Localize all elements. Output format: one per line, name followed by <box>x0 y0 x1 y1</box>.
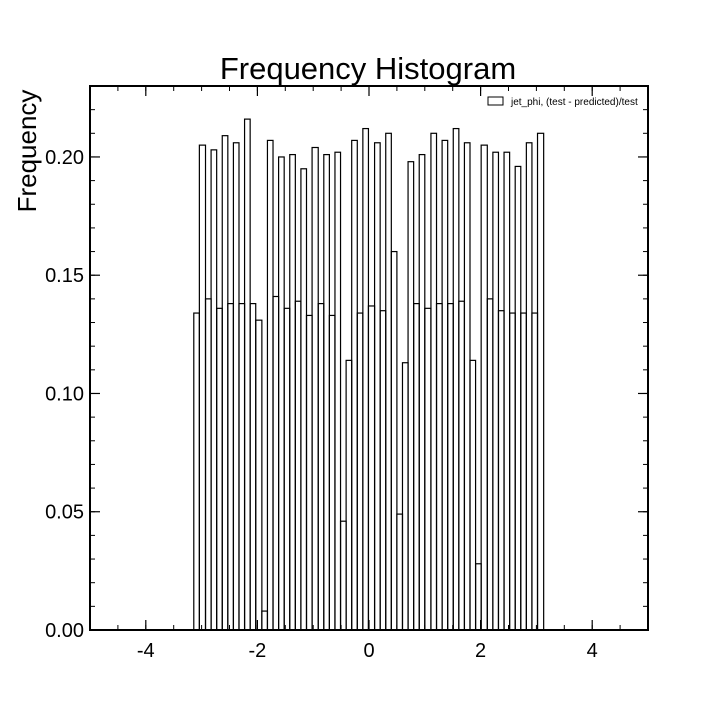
x-tick-label: 4 <box>587 640 598 662</box>
histogram-bar <box>198 144 207 631</box>
histogram-bar <box>536 132 545 631</box>
histogram-bar <box>480 144 488 631</box>
y-tick-label: 0.10 <box>45 383 84 405</box>
histogram-bar <box>396 513 404 631</box>
y-tick-label: 0.00 <box>45 620 84 642</box>
histogram-bar <box>300 168 308 631</box>
histogram-bar <box>509 312 516 631</box>
y-tick-label: 0.05 <box>45 502 84 524</box>
histogram-bar <box>243 118 251 631</box>
histogram-bar <box>525 142 533 631</box>
histogram-bar <box>334 151 342 631</box>
histogram-bar <box>373 142 381 631</box>
x-tick-label: -2 <box>249 640 267 662</box>
histogram-bar <box>216 307 223 631</box>
histogram-bar <box>328 314 336 631</box>
histogram-bar <box>266 139 274 631</box>
histogram-bar <box>289 153 296 631</box>
histogram-bar <box>367 305 376 631</box>
histogram-bar <box>385 132 392 631</box>
histogram-bar <box>210 149 218 631</box>
histogram-bar <box>418 153 426 631</box>
histogram-bar <box>441 139 449 631</box>
histogram-bar <box>351 139 358 631</box>
x-tick-label: -4 <box>137 640 155 662</box>
histogram-bar <box>238 303 246 631</box>
histogram-bar <box>514 165 522 631</box>
histogram-bar <box>345 359 353 631</box>
histogram-bar <box>390 250 398 631</box>
histogram-bar <box>311 146 319 631</box>
histogram-bar <box>278 156 285 631</box>
y-tick-label: 0.15 <box>45 265 84 287</box>
histogram-bar <box>430 132 438 631</box>
histogram-bar <box>520 312 527 631</box>
histogram-bar <box>424 307 432 631</box>
histogram-bar <box>261 610 269 631</box>
axes-frame <box>89 85 649 631</box>
histogram-bar <box>463 142 471 631</box>
histogram-bar <box>339 520 347 631</box>
histogram-bar <box>458 300 466 631</box>
histogram-bar <box>435 303 443 631</box>
histogram-bar <box>447 303 454 631</box>
y-axis-label: Frequency <box>12 90 42 213</box>
plot-area: -4 -2 0 2 4 0.00 0.05 0.10 0.15 0.20 jet_phi, (tes… <box>45 85 649 662</box>
histogram-bar <box>531 312 539 631</box>
histogram-bar <box>294 300 302 631</box>
histogram-bar <box>452 127 460 631</box>
histogram-bar <box>486 298 494 631</box>
histogram-bar <box>272 295 280 631</box>
histogram-bar <box>379 310 387 631</box>
histogram-bar <box>255 319 263 631</box>
histogram-bar <box>413 303 420 631</box>
histogram-bar <box>356 312 364 631</box>
histogram-bar <box>492 151 500 631</box>
histogram-bar <box>323 153 330 631</box>
histogram-bar <box>503 151 511 631</box>
x-tick-label: 2 <box>475 640 486 662</box>
histogram-bar <box>497 310 505 631</box>
histogram-bar <box>401 362 409 631</box>
histogram-bar <box>469 359 477 631</box>
histogram-bar <box>407 161 415 631</box>
chart-title: Frequency Histogram <box>220 51 516 86</box>
histogram-bar <box>232 142 240 631</box>
histogram-bar <box>221 135 229 631</box>
histogram-bar <box>305 314 313 631</box>
histogram-bar <box>193 312 200 631</box>
histogram-bar <box>362 127 370 631</box>
histogram-bar <box>204 298 212 631</box>
y-tick-label: 0.20 <box>45 147 84 169</box>
legend-swatch <box>487 96 504 106</box>
histogram-bar <box>283 307 291 631</box>
legend-label: jet_phi, (test - predicted)/test <box>510 97 638 108</box>
histogram-bar <box>227 303 235 631</box>
x-tick-label: 0 <box>363 640 374 662</box>
histogram-bar <box>317 303 325 631</box>
histogram-bar <box>249 303 257 631</box>
